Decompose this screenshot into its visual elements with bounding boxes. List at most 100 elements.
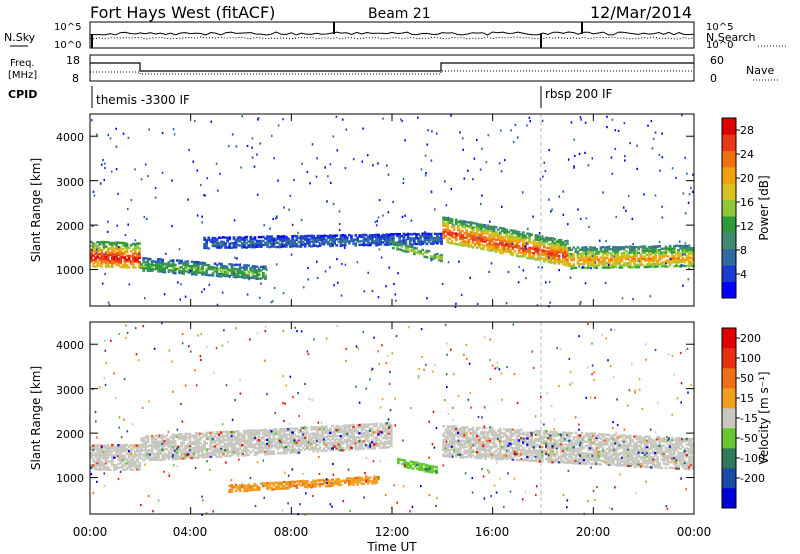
echo-cell <box>545 249 548 253</box>
echo-cell <box>125 259 129 263</box>
echo-cell <box>278 235 282 238</box>
echo-cell <box>111 265 114 268</box>
echo-cell <box>220 240 223 243</box>
echo-cell <box>277 124 280 127</box>
echo-cell <box>339 236 343 240</box>
echo-cell <box>551 241 555 244</box>
echo-cell <box>500 170 503 173</box>
echo-cell <box>104 241 108 244</box>
echo-cell <box>559 240 563 244</box>
echo-cell <box>568 255 571 258</box>
echo-cell <box>490 235 494 238</box>
echo-cell <box>100 251 104 254</box>
echo-cell <box>534 248 538 251</box>
echo-cell <box>100 259 104 262</box>
echo-cell <box>568 248 571 251</box>
echo-cell <box>119 248 123 251</box>
echo-cell <box>423 236 427 240</box>
echo-cell <box>356 261 359 264</box>
echo-cell <box>635 250 638 253</box>
echo-cell <box>507 448 510 451</box>
velocity-ytick-1000: 1000 <box>56 472 84 485</box>
echo-cell <box>478 245 481 248</box>
echo-cell <box>473 242 477 246</box>
echo-cell <box>478 235 481 238</box>
echo-cell <box>637 251 641 255</box>
echo-cell <box>104 261 108 264</box>
echo-cell <box>540 257 544 260</box>
echo-cell <box>234 263 238 266</box>
echo-cell <box>366 235 370 238</box>
echo-cell <box>106 466 110 469</box>
echo-cell <box>335 244 339 247</box>
echo-cell <box>123 242 127 245</box>
echo-cell <box>610 156 613 159</box>
echo-cell <box>595 258 599 261</box>
echo-cell <box>373 235 376 239</box>
echo-cell <box>253 271 257 274</box>
echo-cell <box>450 220 454 223</box>
echo-cell <box>299 235 303 238</box>
echo-cell <box>404 238 408 242</box>
echo-cell <box>343 240 347 243</box>
echo-cell <box>387 239 391 242</box>
echo-cell <box>236 263 240 267</box>
echo-cell <box>567 223 569 226</box>
echo-cell <box>515 240 519 244</box>
echo-cell <box>465 240 469 243</box>
echo-cell <box>348 242 351 245</box>
echo-cell <box>440 236 443 240</box>
echo-cell <box>522 249 525 252</box>
echo-cell <box>331 242 334 246</box>
power-ylabel: Slant Range [km] <box>29 158 43 262</box>
echo-cell <box>199 267 202 270</box>
echo-cell <box>603 246 607 249</box>
echo-cell <box>616 251 620 255</box>
echo-cell <box>173 272 176 275</box>
echo-cell <box>257 245 261 248</box>
echo-cell <box>538 256 542 260</box>
echo-cell <box>400 248 404 252</box>
echo-cell <box>389 237 393 240</box>
echo-cell <box>555 260 559 263</box>
echo-cell <box>631 259 634 263</box>
echo-cell <box>431 242 435 245</box>
echo-cell <box>406 247 410 250</box>
echo-cell <box>584 250 588 253</box>
echo-cell <box>90 256 93 259</box>
echo-cell <box>576 252 580 255</box>
echo-cell <box>140 263 143 266</box>
echo-cell <box>540 248 544 252</box>
echo-cell <box>584 282 587 285</box>
echo-cell <box>555 243 559 247</box>
echo-cell <box>668 244 672 248</box>
echo-cell <box>108 247 112 250</box>
echo-cell <box>350 238 353 241</box>
echo-cell <box>100 253 104 256</box>
echo-cell <box>119 265 123 269</box>
echo-cell <box>316 240 320 243</box>
echo-cell <box>654 131 657 134</box>
echo-cell <box>503 229 506 233</box>
echo-cell <box>253 276 257 280</box>
echo-cell <box>478 241 481 244</box>
echo-cell <box>293 234 297 238</box>
echo-cell <box>494 230 498 234</box>
echo-cell <box>597 258 601 261</box>
echo-cell <box>622 206 625 209</box>
echo-cell <box>209 267 213 271</box>
echo-cell <box>377 241 380 244</box>
echo-cell <box>127 136 130 139</box>
echo-cell <box>354 244 357 247</box>
echo-cell <box>637 266 641 269</box>
echo-cell <box>146 265 150 268</box>
echo-cell <box>503 238 506 241</box>
echo-cell <box>452 232 456 235</box>
echo-cell <box>392 243 395 246</box>
echo-cell <box>280 239 284 242</box>
echo-cell <box>379 239 383 242</box>
echo-cell <box>444 224 448 227</box>
echo-cell <box>327 243 330 246</box>
echo-cell <box>107 220 109 223</box>
power-ytick-2000: 2000 <box>56 220 84 233</box>
